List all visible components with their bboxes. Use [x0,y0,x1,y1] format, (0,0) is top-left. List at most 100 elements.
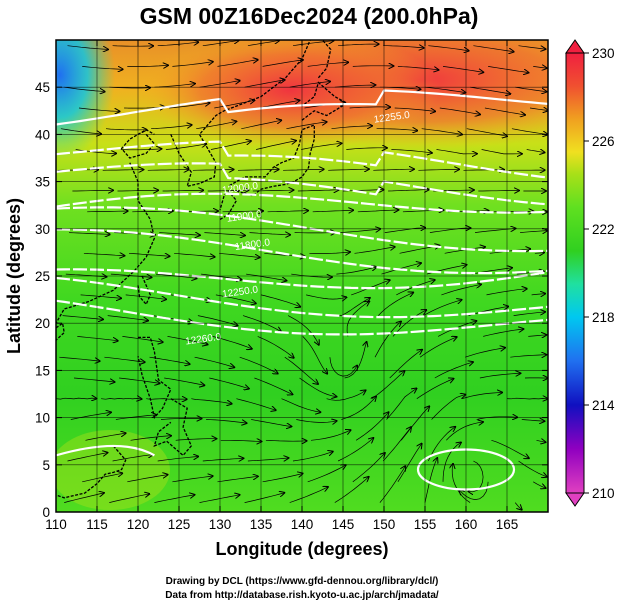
streamline [384,228,425,233]
streamline [128,253,170,256]
streamline [214,100,254,109]
streamline [371,371,405,399]
streamline [296,420,336,423]
streamline [436,149,477,154]
streamline [157,457,198,462]
height-contour-south [56,444,155,457]
streamline [259,100,299,109]
streamline [283,169,324,170]
streamline [62,315,103,320]
streamline [378,293,413,316]
streamline [338,44,379,46]
streamline [352,453,385,483]
streamline [297,190,339,191]
streamline [70,412,111,420]
streamline [334,85,376,87]
x-tick-label: 110 [45,517,67,532]
colorbar-label: 214 [592,398,615,413]
streamline [191,398,231,404]
streamline [483,329,523,337]
streamline [87,211,128,212]
coastline [317,40,332,79]
streamline [423,300,461,316]
streamline [247,458,289,461]
streamline [460,481,489,500]
streamline [381,263,422,275]
streamline [292,41,333,47]
streamline [339,229,381,233]
streamline [192,170,234,171]
streamline [506,398,548,399]
streamline [484,107,525,115]
streamline [59,356,99,361]
streamline [306,294,346,299]
streamline [446,422,483,441]
streamline [175,439,217,441]
streamline [533,481,545,488]
warm-patch-south [56,430,170,510]
streamline [299,377,337,397]
streamline [78,107,119,111]
streamline [215,294,256,304]
colorbar-label: 210 [592,486,615,501]
streamline [534,253,544,254]
streamline [511,128,548,135]
streamline [262,474,303,483]
streamline [202,458,244,461]
streamline [262,60,303,67]
streamline [101,398,141,399]
streamline [312,210,354,212]
streamline [64,86,104,91]
streamline [292,452,333,462]
coastline [56,445,127,499]
streamline [120,149,162,150]
contour-label: 12255.0 [373,110,411,126]
streamline [352,66,394,67]
streamline [442,443,461,482]
streamline [386,389,417,420]
streamline [379,466,405,503]
streamline [421,128,462,135]
streamline [476,417,517,420]
streamline [383,46,424,48]
streamline [127,65,168,66]
streamline [105,129,147,130]
streamline [307,62,349,67]
streamline [265,440,307,441]
streamline [119,377,159,383]
streamline [301,143,341,150]
streamline [256,141,296,150]
streamline [466,128,507,137]
streamline [434,362,473,379]
coastline [227,124,315,197]
streamline [394,107,435,111]
warm-region-west [140,40,440,150]
streamline [342,190,384,191]
streamline [115,415,156,420]
streamline [431,395,466,420]
streamline [488,66,528,72]
colorbar-scale [565,52,585,494]
contour-label: 12250.0 [221,284,259,300]
coastline [301,81,349,121]
streamline [481,149,522,154]
streamline [127,475,167,483]
streamline [169,103,209,109]
streamline [56,398,96,399]
streamline [210,141,251,150]
streamline [82,66,123,69]
x-tick-label: 135 [250,517,273,532]
streamline [212,336,252,348]
colorbar-label: 230 [592,46,615,61]
streamline [349,107,391,108]
contour-label: 11900.0 [226,209,263,225]
streamline [244,493,285,503]
streamline [247,41,279,47]
streamline [73,377,115,382]
streamline [122,336,162,342]
streamline [373,169,414,170]
streamline [346,301,369,337]
y-tick-label: 20 [35,316,50,331]
streamline [479,373,520,379]
